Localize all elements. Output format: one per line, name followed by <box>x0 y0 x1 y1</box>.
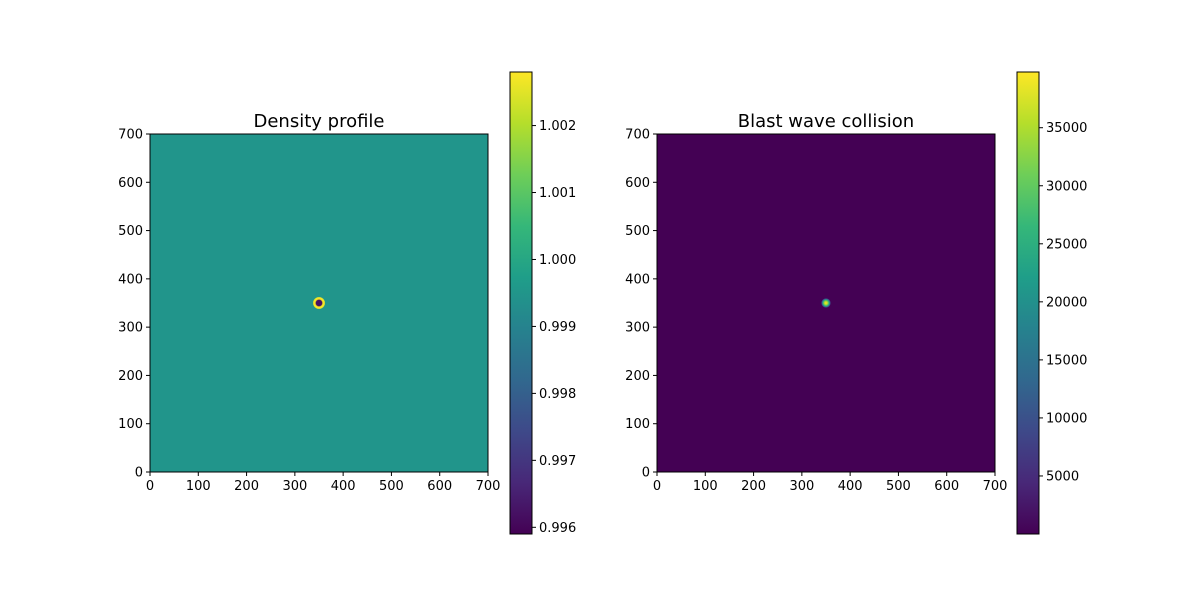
density-colorbar-ticks: 0.996 0.997 0.998 0.999 1.000 1.001 1.002 <box>532 119 576 536</box>
blast-axes-frame <box>656 133 996 473</box>
density-colorbar-tick-label: 1.001 <box>539 186 576 201</box>
density-y-tick-label: 400 <box>118 272 143 287</box>
blast-y-tick-label: 100 <box>625 417 650 432</box>
density-y-tick-label: 0 <box>135 466 143 481</box>
blast-y-tick-label: 200 <box>625 369 650 384</box>
density-title: Density profile <box>253 111 384 132</box>
blast-y-tick-label: 600 <box>625 176 650 191</box>
blast-x-tick-label: 500 <box>886 479 911 494</box>
blast-x-tick-label: 700 <box>983 479 1008 494</box>
density-y-ticks: 0 100 200 300 400 500 600 700 <box>118 128 150 481</box>
blast-colorbar-tick-label: 5000 <box>1046 469 1079 484</box>
blast-y-tick-label: 700 <box>625 128 650 143</box>
blast-colorbar-tick-label: 25000 <box>1046 237 1087 252</box>
density-axes-frame <box>149 133 489 473</box>
density-y-tick-label: 700 <box>118 128 143 143</box>
density-x-tick-label: 700 <box>476 479 501 494</box>
blast-colorbar-frame <box>1016 71 1040 535</box>
blast-colorbar-ticks: 5000 10000 15000 20000 25000 30000 35000 <box>1039 121 1087 484</box>
density-colorbar-tick-label: 0.997 <box>539 454 576 469</box>
blast-y-tick-label: 400 <box>625 272 650 287</box>
density-x-tick-label: 100 <box>186 479 211 494</box>
density-colorbar-gradient <box>510 72 532 534</box>
blast-colorbar-tick-label: 20000 <box>1046 295 1087 310</box>
blast-colorbar: 5000 10000 15000 20000 25000 30000 35000 <box>1016 71 1087 535</box>
density-x-tick-label: 500 <box>379 479 404 494</box>
blast-x-tick-label: 0 <box>653 479 661 494</box>
density-plot: Density profile 0 100 200 300 400 500 600 700 0… <box>118 111 500 494</box>
blast-x-tick-label: 300 <box>789 479 814 494</box>
density-ring-feature <box>312 296 326 310</box>
density-y-tick-label: 300 <box>118 321 143 336</box>
density-x-tick-label: 600 <box>427 479 452 494</box>
blast-y-ticks: 0 100 200 300 400 500 600 700 <box>625 128 657 481</box>
blast-y-tick-label: 0 <box>642 466 650 481</box>
density-x-ticks: 0 100 200 300 400 500 600 700 <box>146 472 501 494</box>
blast-x-tick-label: 600 <box>934 479 959 494</box>
density-colorbar-tick-label: 0.998 <box>539 387 576 402</box>
blast-title: Blast wave collision <box>738 111 914 132</box>
blast-spot-feature <box>821 298 831 308</box>
blast-plot: Blast wave collision 0 100 200 300 400 500 600… <box>625 111 1007 494</box>
density-y-tick-label: 600 <box>118 176 143 191</box>
density-colorbar-tick-label: 1.002 <box>539 119 576 134</box>
blast-x-tick-label: 200 <box>741 479 766 494</box>
density-x-tick-label: 200 <box>234 479 259 494</box>
density-colorbar-tick-label: 0.996 <box>539 521 576 536</box>
blast-colorbar-gradient <box>1017 72 1039 534</box>
blast-x-tick-label: 100 <box>693 479 718 494</box>
density-x-tick-label: 400 <box>331 479 356 494</box>
density-colorbar-frame <box>509 71 533 535</box>
density-colorbar-tick-label: 1.000 <box>539 253 576 268</box>
blast-y-tick-label: 500 <box>625 224 650 239</box>
blast-colorbar-tick-label: 35000 <box>1046 121 1087 136</box>
density-x-tick-label: 300 <box>282 479 307 494</box>
blast-colorbar-tick-label: 10000 <box>1046 411 1087 426</box>
blast-x-ticks: 0 100 200 300 400 500 600 700 <box>653 472 1008 494</box>
blast-y-tick-label: 300 <box>625 321 650 336</box>
density-colorbar: 0.996 0.997 0.998 0.999 1.000 1.001 1.002 <box>509 71 576 536</box>
density-y-tick-label: 200 <box>118 369 143 384</box>
density-y-tick-label: 500 <box>118 224 143 239</box>
density-y-tick-label: 100 <box>118 417 143 432</box>
blast-x-tick-label: 400 <box>838 479 863 494</box>
density-colorbar-tick-label: 0.999 <box>539 320 576 335</box>
blast-colorbar-tick-label: 30000 <box>1046 179 1087 194</box>
blast-colorbar-tick-label: 15000 <box>1046 353 1087 368</box>
density-x-tick-label: 0 <box>146 479 154 494</box>
